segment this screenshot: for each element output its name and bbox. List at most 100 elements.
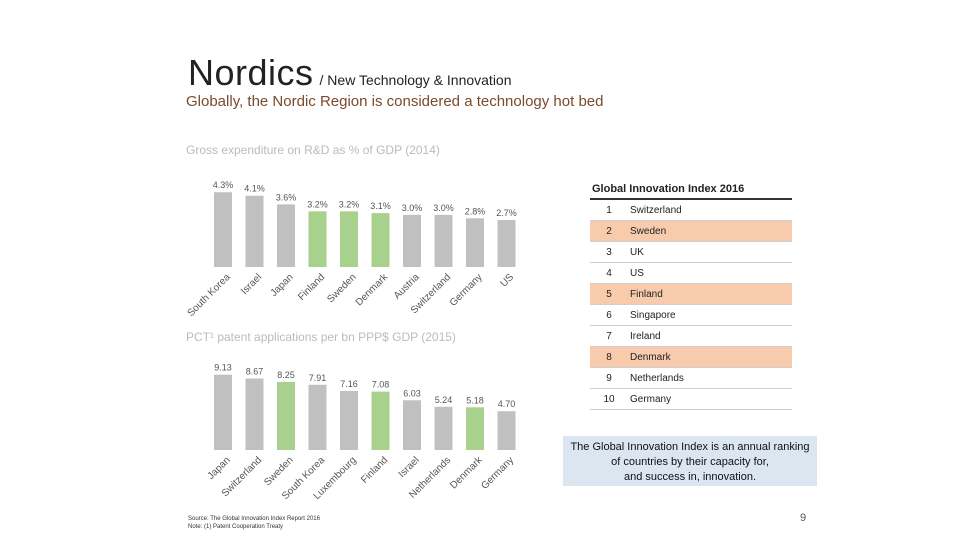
bar xyxy=(214,192,232,267)
bar xyxy=(403,400,421,450)
data-label: 4.1% xyxy=(244,184,265,194)
note-line: of countries by their capacity for, xyxy=(611,456,769,468)
data-label: 3.2% xyxy=(307,199,328,209)
bar xyxy=(308,384,327,450)
gii-country: Switzerland xyxy=(630,204,682,216)
title-sub: / New Technology & Innovation xyxy=(319,72,512,88)
data-label: 2.8% xyxy=(465,206,486,216)
bar xyxy=(277,204,295,267)
data-label: 4.3% xyxy=(213,180,234,190)
gii-country: Denmark xyxy=(630,351,671,363)
gii-rank: 4 xyxy=(606,267,612,279)
category-label: Japan xyxy=(269,272,296,299)
chart2-title: PCT¹ patent applications per bn PPP$ GDP… xyxy=(186,330,456,344)
gii-note: The Global Innovation Index is an annual… xyxy=(563,436,817,486)
gii-rank: 6 xyxy=(606,309,612,321)
gii-row: 7 Ireland xyxy=(590,326,792,347)
data-label: 7.08 xyxy=(372,380,390,390)
data-label: 5.18 xyxy=(466,395,484,405)
category-label: Israel xyxy=(239,272,264,297)
page-subtitle: Globally, the Nordic Region is considere… xyxy=(186,93,604,110)
gii-country: Netherlands xyxy=(630,372,684,384)
data-label: 7.91 xyxy=(309,373,327,383)
gii-rank: 5 xyxy=(606,288,612,300)
gii-row: 6 Singapore xyxy=(590,305,792,326)
gii-title: Global Innovation Index 2016 xyxy=(590,183,792,200)
data-label: 8.67 xyxy=(246,366,264,376)
category-label: Germany xyxy=(448,272,485,309)
gii-row: 2 Sweden xyxy=(590,221,792,242)
data-label: 9.13 xyxy=(214,363,232,373)
data-label: 3.2% xyxy=(339,199,360,209)
bar xyxy=(308,211,327,267)
page-number: 9 xyxy=(800,512,807,524)
gii-table: Global Innovation Index 2016 1 Switzerlan… xyxy=(590,183,792,410)
page-title: Nordics / New Technology & Innovation xyxy=(188,52,512,94)
bar xyxy=(371,391,390,450)
data-label: 4.70 xyxy=(498,399,516,409)
gii-country: Germany xyxy=(630,393,672,405)
category-label: Austria xyxy=(392,272,422,302)
gii-rank: 1 xyxy=(606,204,612,216)
data-label: 2.7% xyxy=(496,208,517,218)
gii-rank: 10 xyxy=(603,393,615,405)
category-label: Japan xyxy=(206,455,233,482)
patent-applications-chart: 9.13Japan8.67Switzerland8.25Sweden7.91So… xyxy=(206,363,517,502)
bar xyxy=(371,213,390,267)
category-label: Finland xyxy=(359,455,390,486)
gii-rank: 9 xyxy=(606,372,612,384)
bar xyxy=(340,211,358,267)
category-label: Denmark xyxy=(354,271,391,308)
gii-row: 10 Germany xyxy=(590,389,792,410)
gii-country: Singapore xyxy=(630,309,676,321)
note-line: and success in, innovation. xyxy=(623,471,757,483)
gii-row: 1 Switzerland xyxy=(590,200,792,221)
category-label: US xyxy=(499,272,517,290)
bar xyxy=(340,390,358,450)
data-label: 6.03 xyxy=(403,388,421,398)
gii-rank: 3 xyxy=(606,246,612,258)
bar xyxy=(403,214,421,267)
rd-expenditure-chart: 4.3% South Korea 4.1% Israel 3.6% Japan 3.2% Fi… xyxy=(186,180,517,319)
title-main: Nordics xyxy=(188,52,314,93)
note-line: The Global Innovation Index is an annual… xyxy=(570,441,810,453)
gii-rank: 7 xyxy=(606,330,612,342)
bar xyxy=(497,411,516,450)
bar xyxy=(434,406,453,450)
gii-country: US xyxy=(630,267,644,279)
data-label: 3.0% xyxy=(433,203,454,213)
bar xyxy=(434,214,453,267)
footnote-line: Note: (1) Patent Cooperation Treaty xyxy=(188,524,284,530)
data-label: 8.25 xyxy=(277,370,295,380)
gii-rank: 2 xyxy=(606,225,612,237)
gii-rank: 8 xyxy=(606,351,612,363)
data-label: 3.0% xyxy=(402,203,423,213)
category-label: South Korea xyxy=(186,272,233,319)
gii-country: Finland xyxy=(630,288,663,300)
gii-rows: 1 Switzerland 2 Sweden 3 UK 4 US 5 Finland 6 Singap… xyxy=(590,200,792,410)
gii-row: 9 Netherlands xyxy=(590,368,792,389)
source-note: Source: The Global Innovation Index Repo… xyxy=(188,515,320,531)
gii-country: Ireland xyxy=(630,330,661,342)
gii-country: Sweden xyxy=(630,225,667,237)
data-label: 5.24 xyxy=(435,395,453,405)
bar xyxy=(466,218,484,267)
category-label: Israel xyxy=(397,455,422,480)
data-label: 7.16 xyxy=(340,379,358,389)
category-label: Germany xyxy=(479,455,516,492)
data-label: 3.1% xyxy=(370,201,391,211)
chart1-title: Gross expenditure on R&D as % of GDP (20… xyxy=(186,143,440,157)
gii-row: 5 Finland xyxy=(590,284,792,305)
gii-row: 4 US xyxy=(590,263,792,284)
gii-country: UK xyxy=(630,246,644,258)
gii-row: 3 UK xyxy=(590,242,792,263)
bar xyxy=(277,381,295,450)
gii-row: 8 Denmark xyxy=(590,347,792,368)
data-label: 3.6% xyxy=(276,192,297,202)
bar xyxy=(214,374,232,450)
bar xyxy=(245,195,264,267)
source-line: Source: The Global Innovation Index Repo… xyxy=(188,516,320,522)
bar xyxy=(497,220,516,267)
bar xyxy=(245,378,264,450)
bar xyxy=(466,407,484,450)
